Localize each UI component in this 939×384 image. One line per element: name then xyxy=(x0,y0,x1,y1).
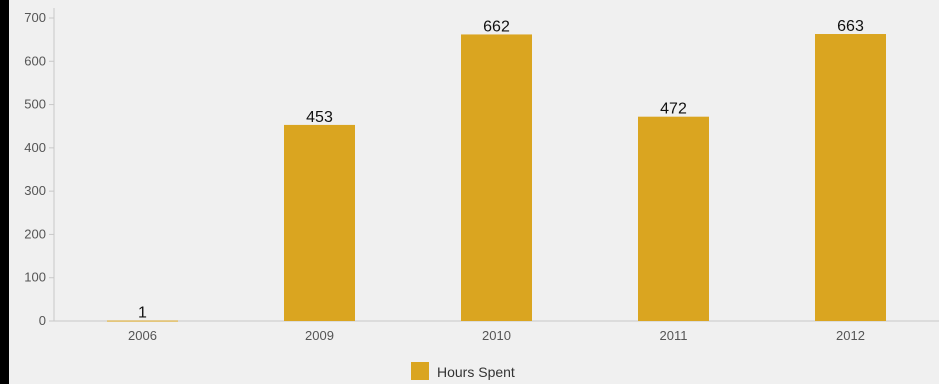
x-tick-label: 2010 xyxy=(482,328,511,343)
y-tick-label: 0 xyxy=(39,313,46,328)
y-tick-label: 500 xyxy=(24,97,46,112)
y-tick-label: 200 xyxy=(24,226,46,241)
y-tick-label: 300 xyxy=(24,183,46,198)
x-tick-label: 2009 xyxy=(305,328,334,343)
data-label: 662 xyxy=(483,18,510,35)
bar-2006[interactable] xyxy=(107,320,178,322)
y-tick-label: 400 xyxy=(24,140,46,155)
bar-2012[interactable] xyxy=(815,34,886,321)
y-axis: 0 100 200 300 400 500 600 700 xyxy=(24,8,55,328)
legend[interactable]: Hours Spent xyxy=(411,362,515,380)
y-tick-label: 100 xyxy=(24,270,46,285)
y-tick-label: 700 xyxy=(24,10,46,25)
data-label: 472 xyxy=(660,101,687,118)
bar-2011[interactable] xyxy=(638,116,709,321)
y-tick-label: 600 xyxy=(24,53,46,68)
chart-panel: 0 100 200 300 400 500 600 700 2006 2009 2010 2011 2… xyxy=(9,0,939,384)
x-axis: 2006 2009 2010 2011 2012 xyxy=(54,320,939,343)
data-label: 1 xyxy=(138,305,147,322)
legend-swatch[interactable] xyxy=(411,362,429,380)
bar-2010[interactable] xyxy=(461,34,532,321)
data-labels: 1 453 662 472 663 xyxy=(138,18,864,322)
x-tick-label: 2011 xyxy=(660,328,688,343)
legend-label[interactable]: Hours Spent xyxy=(437,364,515,380)
data-label: 663 xyxy=(837,18,864,35)
bar-2009[interactable] xyxy=(284,124,355,321)
data-label: 453 xyxy=(306,109,333,126)
x-tick-label: 2006 xyxy=(128,328,157,343)
x-tick-label: 2012 xyxy=(836,328,865,343)
bars xyxy=(107,34,886,322)
